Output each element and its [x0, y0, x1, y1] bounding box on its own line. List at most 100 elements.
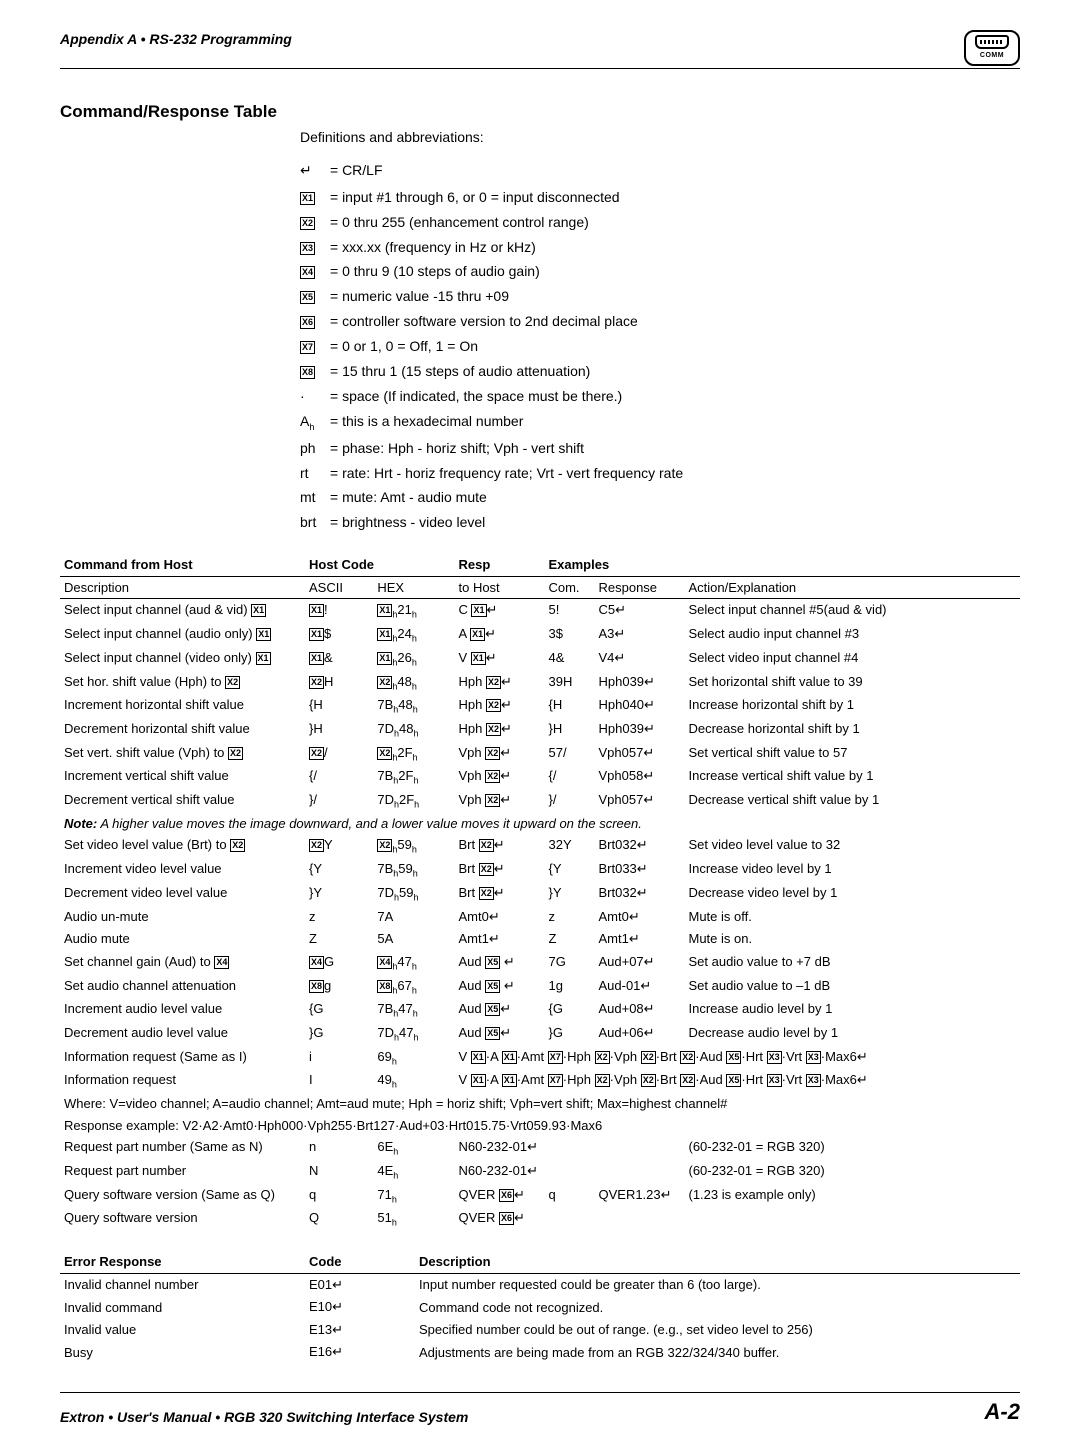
table-cell: Query software version	[60, 1207, 305, 1231]
th-hostcode: Host Code	[305, 554, 454, 576]
table-cell: }G	[305, 1022, 373, 1046]
table-cell: z	[305, 906, 373, 929]
subheading: Definitions and abbreviations:	[300, 128, 1020, 147]
table-cell: Vph057↵	[594, 789, 684, 813]
definition-row: X7= 0 or 1, 0 = Off, 1 = On	[300, 337, 1020, 356]
table-cell: Select video input channel #4	[684, 647, 1020, 671]
table-cell	[594, 1160, 684, 1184]
def-text: = phase: Hph - horiz shift; Vph - vert s…	[330, 439, 584, 458]
table-row: Set channel gain (Aud) to X4X4GX4h47hAud…	[60, 951, 1020, 975]
th-err-desc: Description	[415, 1251, 1020, 1273]
table-cell: Aud+08↵	[594, 998, 684, 1022]
table-cell	[544, 1160, 594, 1184]
table-cell: Aud X5 ↵	[454, 975, 544, 999]
table-cell: A3↵	[594, 623, 684, 647]
table-row: Decrement audio level value}G7Dh47hAud X…	[60, 1022, 1020, 1046]
table-cell: Invalid channel number	[60, 1273, 305, 1296]
table-cell: 51h	[373, 1207, 454, 1231]
table-cell: 7Bh48h	[373, 694, 454, 718]
table-cell: Information request	[60, 1069, 305, 1093]
table-cell: Set horizontal shift value to 39	[684, 671, 1020, 695]
table-cell: Response example: V2·A2·Amt0·Hph000·Vph2…	[60, 1115, 1020, 1137]
table-cell: E10↵	[305, 1296, 415, 1319]
definition-row: rt= rate: Hrt - horiz frequency rate; Vr…	[300, 464, 1020, 483]
table-row: Response example: V2·A2·Amt0·Hph000·Vph2…	[60, 1115, 1020, 1137]
def-symbol: X3	[300, 238, 330, 257]
def-symbol: Ah	[300, 412, 330, 433]
table-cell: X2h2Fh	[373, 742, 454, 766]
table-cell: Information request (Same as I)	[60, 1046, 305, 1070]
table-cell: Increase horizontal shift by 1	[684, 694, 1020, 718]
table-cell: }H	[305, 718, 373, 742]
table-cell: }Y	[305, 882, 373, 906]
table-row: Select input channel (audio only) X1X1$X…	[60, 623, 1020, 647]
table-row: Audio muteZ5AAmt1↵ZAmt1↵Mute is on.	[60, 928, 1020, 951]
table-cell: {Y	[305, 858, 373, 882]
table-cell: }G	[544, 1022, 594, 1046]
table-cell: 1g	[544, 975, 594, 999]
def-symbol: X6	[300, 312, 330, 331]
table-cell: Set audio value to –1 dB	[684, 975, 1020, 999]
table-cell: 5A	[373, 928, 454, 951]
footer-left: Extron • User's Manual • RGB 320 Switchi…	[60, 1408, 468, 1427]
table-cell: 7Dh48h	[373, 718, 454, 742]
table-cell: Set vert. shift value (Vph) to X2	[60, 742, 305, 766]
footer-right: A-2	[985, 1397, 1020, 1427]
table-cell: Query software version (Same as Q)	[60, 1184, 305, 1208]
table-cell: Brt033↵	[594, 858, 684, 882]
table-cell: {G	[544, 998, 594, 1022]
th-resp: Resp	[454, 554, 544, 576]
table-cell: 6Eh	[373, 1136, 454, 1160]
def-symbol: X2	[300, 213, 330, 232]
table-cell: Audio mute	[60, 928, 305, 951]
table-cell	[594, 1136, 684, 1160]
table-row: Set audio channel attenuationX8gX8h67hAu…	[60, 975, 1020, 999]
table-cell: Aud-01↵	[594, 975, 684, 999]
table-cell: Increment horizontal shift value	[60, 694, 305, 718]
def-symbol: rt	[300, 464, 330, 483]
table-cell: X1$	[305, 623, 373, 647]
table-row: Query software version (Same as Q)q71hQV…	[60, 1184, 1020, 1208]
th-code: Code	[305, 1251, 415, 1273]
table-cell: Increase audio level by 1	[684, 998, 1020, 1022]
table-cell: C X1↵	[454, 599, 544, 623]
note-row: Note: A higher value moves the image dow…	[60, 813, 1020, 835]
table-cell: Decrease horizontal shift by 1	[684, 718, 1020, 742]
table-cell: {H	[305, 694, 373, 718]
table-cell: z	[544, 906, 594, 929]
th-hex: HEX	[373, 576, 454, 599]
table-cell: Hph X2↵	[454, 694, 544, 718]
table-cell: Decrement vertical shift value	[60, 789, 305, 813]
def-symbol: X7	[300, 337, 330, 356]
table-cell: Vph058↵	[594, 765, 684, 789]
table-cell: Mute is on.	[684, 928, 1020, 951]
table-cell: 7A	[373, 906, 454, 929]
table-cell: Adjustments are being made from an RGB 3…	[415, 1341, 1020, 1364]
table-cell: Aud X5 ↵	[454, 951, 544, 975]
table-cell: 71h	[373, 1184, 454, 1208]
table-cell: Audio un-mute	[60, 906, 305, 929]
def-symbol: X5	[300, 287, 330, 306]
table-cell: Select input channel (audio only) X1	[60, 623, 305, 647]
table-cell: 7Bh2Fh	[373, 765, 454, 789]
table-cell: Invalid command	[60, 1296, 305, 1319]
table-cell: Vph X2↵	[454, 765, 544, 789]
definitions-list: ↵= CR/LFX1= input #1 through 6, or 0 = i…	[300, 161, 1020, 532]
table-cell: Brt X2↵	[454, 858, 544, 882]
th-com: Com.	[544, 576, 594, 599]
table-cell: Z	[544, 928, 594, 951]
def-text: = 0 thru 255 (enhancement control range)	[330, 213, 589, 232]
table-cell	[544, 1136, 594, 1160]
table-cell: Select audio input channel #3	[684, 623, 1020, 647]
th-cmd: Command from Host	[60, 554, 305, 576]
table-row: Query software versionQ51hQVER X6↵	[60, 1207, 1020, 1231]
table-cell: C5↵	[594, 599, 684, 623]
table-row: Decrement video level value}Y7Dh59hBrt X…	[60, 882, 1020, 906]
th-response: Response	[594, 576, 684, 599]
table-cell: X1&	[305, 647, 373, 671]
table-cell: Increment audio level value	[60, 998, 305, 1022]
table-cell: Amt0↵	[594, 906, 684, 929]
table-cell	[544, 1207, 594, 1231]
table-cell: Decrease vertical shift value by 1	[684, 789, 1020, 813]
comm-port-icon: COMM	[964, 30, 1020, 66]
